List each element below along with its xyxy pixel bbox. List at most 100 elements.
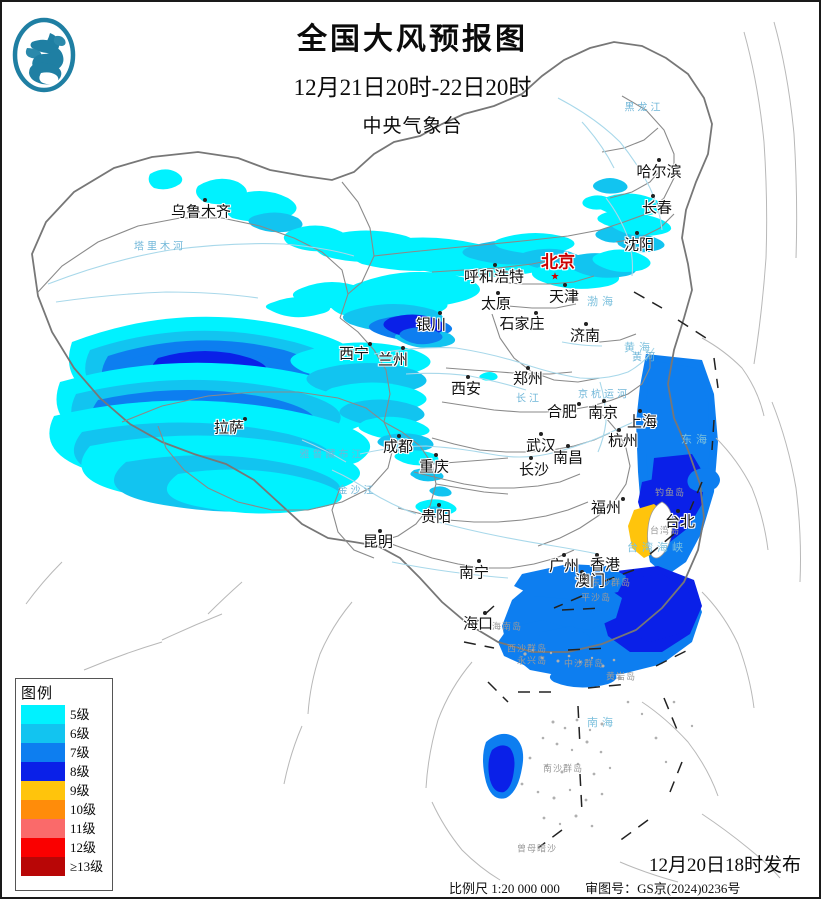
city-marker-dot xyxy=(434,453,438,457)
river-label: 金沙江 xyxy=(337,485,377,497)
city-marker-dot xyxy=(496,291,500,295)
sea-islands xyxy=(520,648,694,828)
sea-label: 黄海 xyxy=(624,342,654,354)
sea-label: 东海 xyxy=(681,434,711,446)
river-label: 京杭运河 xyxy=(578,389,630,401)
city-label: 重庆 xyxy=(418,459,450,476)
city-marker-dot xyxy=(483,611,487,615)
city-marker-dot xyxy=(378,529,382,533)
city-marker-dot xyxy=(493,263,497,267)
sea-label: 南海 xyxy=(587,717,617,729)
city-label: 海口 xyxy=(462,616,494,633)
city-label: 石家庄 xyxy=(499,316,545,333)
legend-swatch xyxy=(21,705,65,724)
city-marker-dot xyxy=(438,311,442,315)
city-label: 杭州 xyxy=(607,433,639,450)
island-label: 曾母暗沙 xyxy=(516,843,558,854)
island-label: 海南岛 xyxy=(491,621,523,632)
wind-field-level5 xyxy=(49,169,672,517)
city-label: 南昌 xyxy=(552,450,584,467)
city-marker-dot xyxy=(602,399,606,403)
city-marker-dot xyxy=(466,375,470,379)
island-label: 黄岩岛 xyxy=(605,671,637,682)
legend-item: 10级 xyxy=(16,800,112,819)
legend-label: 9级 xyxy=(70,783,90,798)
legend-title: 图例 xyxy=(21,686,54,702)
island-label: 台湾岛 xyxy=(649,525,681,536)
city-label: 福州 xyxy=(590,500,622,517)
legend-item: 12级 xyxy=(16,838,112,857)
city-marker-dot xyxy=(584,322,588,326)
city-label: 成都 xyxy=(382,439,414,456)
city-label: 济南 xyxy=(569,328,601,345)
legend-swatch xyxy=(21,800,65,819)
city-marker-dot: ★ xyxy=(550,271,560,283)
city-label: 西安 xyxy=(450,381,482,398)
city-label: 北京 xyxy=(541,252,575,272)
legend-swatch xyxy=(21,762,65,781)
city-label: 天津 xyxy=(548,289,580,306)
island-label: 西沙群岛 xyxy=(506,643,548,654)
city-label: 西宁 xyxy=(338,346,370,363)
legend-swatch xyxy=(21,819,65,838)
city-marker-dot xyxy=(651,194,655,198)
legend-item: ≥13级 xyxy=(16,857,112,876)
city-marker-dot xyxy=(437,503,441,507)
legend-swatch xyxy=(21,743,65,762)
cma-dragon-logo-icon xyxy=(12,16,76,94)
legend-label: 6级 xyxy=(70,726,90,741)
city-marker-dot xyxy=(617,428,621,432)
city-label: 拉萨 xyxy=(213,420,245,437)
city-label: 上海 xyxy=(626,414,658,431)
legend-item: 11级 xyxy=(16,819,112,838)
city-marker-dot xyxy=(368,342,372,346)
sea-label: 台湾海峡 xyxy=(627,542,687,554)
city-marker-dot xyxy=(580,570,584,574)
city-marker-dot xyxy=(526,366,530,370)
city-label: 香港 xyxy=(589,557,621,574)
city-marker-dot xyxy=(534,311,538,315)
city-label: 武汉 xyxy=(525,438,557,455)
city-marker-dot xyxy=(676,509,680,513)
wind-field-sea xyxy=(483,354,720,799)
legend-label: 12级 xyxy=(70,840,97,855)
city-marker-dot xyxy=(539,432,543,436)
maritime-boundary xyxy=(463,291,719,849)
island-label: 永兴岛 xyxy=(516,655,548,666)
river-label: 雅鲁藏布江 xyxy=(299,449,365,461)
legend-label: ≥13级 xyxy=(70,859,104,874)
city-label: 哈尔滨 xyxy=(636,164,682,181)
city-label: 广州 xyxy=(548,558,580,575)
scale-text: 比例尺 1:20 000 000 xyxy=(449,881,560,896)
river-label: 长江 xyxy=(516,393,542,405)
map-scale-line: 比例尺 1:20 000 000 审图号：GS京(2024)0236号 xyxy=(449,878,762,897)
city-label: 呼和浩特 xyxy=(463,269,525,286)
legend-item: 8级 xyxy=(16,762,112,781)
city-label: 合肥 xyxy=(546,404,578,421)
island-label: 东沙群岛 xyxy=(590,577,632,588)
legend-swatch xyxy=(21,838,65,857)
legend-item: 7级 xyxy=(16,743,112,762)
island-label: 中沙群岛 xyxy=(563,658,605,669)
city-marker-dot xyxy=(566,444,570,448)
island-label: 钓鱼岛 xyxy=(654,487,686,498)
island-label: 南沙群岛 xyxy=(542,763,584,774)
island-label: 平沙岛 xyxy=(580,592,612,603)
river-label: 黑龙江 xyxy=(624,102,664,114)
rivers xyxy=(47,97,663,579)
city-marker-dot xyxy=(203,198,207,202)
city-marker-dot xyxy=(397,434,401,438)
city-label: 南宁 xyxy=(458,565,490,582)
legend-label: 8级 xyxy=(70,764,90,779)
city-label: 南京 xyxy=(587,405,619,422)
legend-swatch xyxy=(21,781,65,800)
city-label: 澳门 xyxy=(574,573,606,590)
legend-rows: 5级 6级 7级 8级 9级 10级 11级 12级 ≥13级 xyxy=(16,705,112,876)
city-marker-dot xyxy=(577,402,581,406)
city-marker-dot xyxy=(635,231,639,235)
city-label: 沈阳 xyxy=(623,237,655,254)
city-marker-dot xyxy=(638,409,642,413)
city-marker-dot xyxy=(563,283,567,287)
